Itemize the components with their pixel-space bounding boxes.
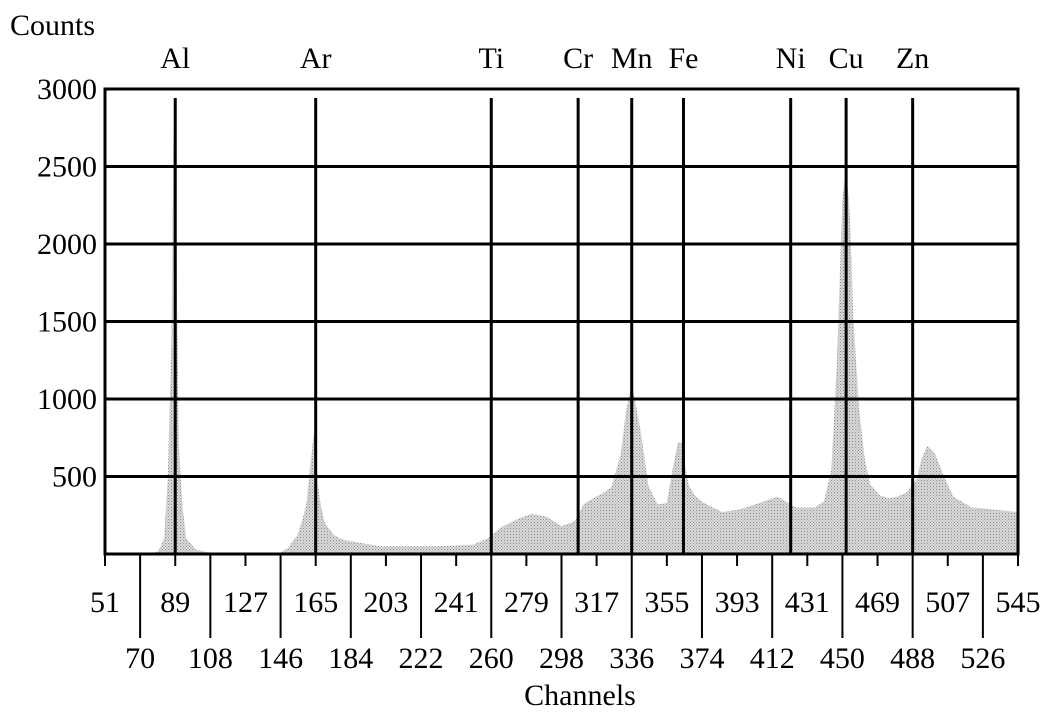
element-label-fe: Fe [668,42,698,75]
x-tick-label-127: 127 [223,586,268,619]
element-label-ar: Ar [300,42,332,75]
x-tick-label-51: 51 [90,586,120,619]
x-tick-label-374: 374 [679,642,724,675]
x-tick-label-146: 146 [258,642,303,675]
spectrum-series-0 [105,120,1018,554]
x-axis-title: Channels [524,679,636,712]
element-label-cu: Cu [829,42,864,75]
spectrum-area-layer [105,120,1018,554]
y-tick-label-1000: 1000 [37,383,97,416]
x-tick-label-279: 279 [504,586,549,619]
element-label-al: Al [160,42,190,75]
x-tick-label-203: 203 [363,586,408,619]
element-label-mn: Mn [611,42,653,75]
x-tick-label-317: 317 [574,586,619,619]
x-tick-label-184: 184 [328,642,373,675]
x-tick-layer: 51 89 127 165 203 241 279 317 355 393 431 469 507 545… [90,554,1041,675]
element-label-zn: Zn [896,42,929,75]
x-tick-label-70: 70 [125,642,155,675]
element-label-ni: Ni [776,42,806,75]
x-tick-label-526: 526 [960,642,1005,675]
y-tick-label-3000: 3000 [37,73,97,106]
x-tick-label-108: 108 [188,642,233,675]
x-tick-label-393: 393 [715,586,760,619]
x-tick-label-241: 241 [434,586,479,619]
x-tick-label-488: 488 [890,642,935,675]
x-tick-label-450: 450 [820,642,865,675]
x-tick-label-260: 260 [469,642,514,675]
x-tick-label-545: 545 [996,586,1041,619]
y-tick-label-2000: 2000 [37,228,97,261]
element-label-ti: Ti [478,42,504,75]
y-tick-layer: 500 1000 1500 2000 2500 3000 [37,73,97,494]
x-tick-label-507: 507 [925,586,970,619]
element-marker-layer: Al Ar Ti Cr Mn Fe Ni Cu Zn [160,42,929,554]
x-tick-label-222: 222 [399,642,444,675]
x-tick-label-355: 355 [644,586,689,619]
grid-layer [105,87,1018,478]
x-tick-label-298: 298 [539,642,584,675]
y-tick-label-2500: 2500 [37,151,97,184]
x-tick-label-165: 165 [293,586,338,619]
y-tick-label-1500: 1500 [37,306,97,339]
x-tick-label-412: 412 [750,642,795,675]
x-tick-label-89: 89 [160,586,190,619]
element-label-cr: Cr [563,42,593,75]
y-tick-label-500: 500 [52,461,97,494]
x-tick-label-336: 336 [609,642,654,675]
y-axis-title: Counts [10,9,95,42]
x-tick-label-431: 431 [785,586,830,619]
x-tick-label-469: 469 [855,586,900,619]
